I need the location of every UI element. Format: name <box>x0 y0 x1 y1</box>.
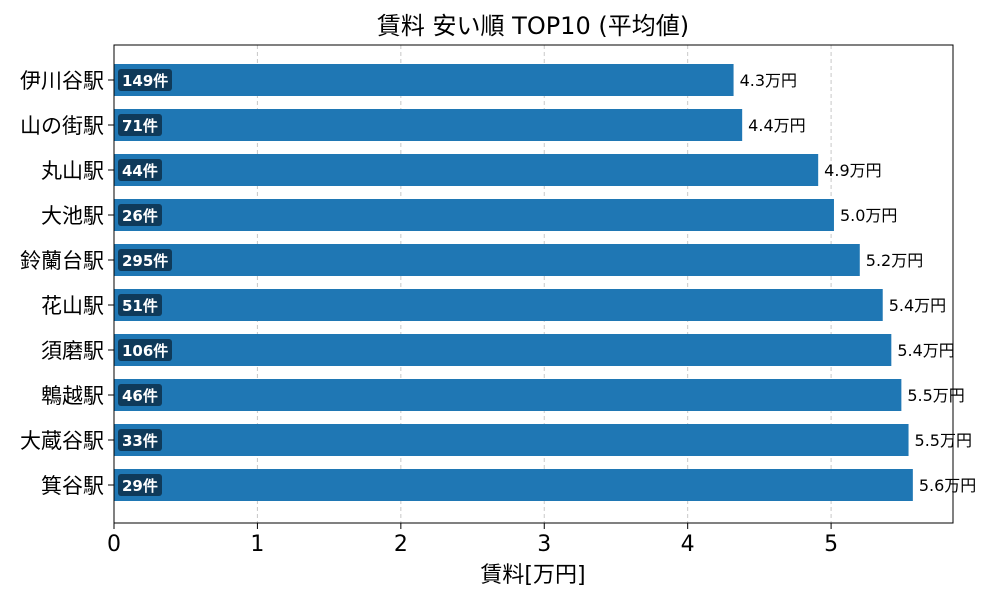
chart-title: 賃料 安い順 TOP10 (平均値) <box>377 12 689 40</box>
x-tick-label: 3 <box>537 532 551 557</box>
value-label: 4.9万円 <box>824 161 881 180</box>
count-label: 51件 <box>122 297 158 315</box>
bar <box>114 154 819 186</box>
count-label: 46件 <box>122 387 158 405</box>
bar <box>114 109 743 141</box>
bar <box>114 244 860 276</box>
value-label: 5.6万円 <box>919 476 976 495</box>
plot-frame <box>113 44 954 524</box>
y-tick-label: 箕谷駅 <box>41 474 104 498</box>
x-tick-label: 0 <box>107 532 121 557</box>
count-label: 149件 <box>122 72 168 90</box>
x-axis-label: 賃料[万円] <box>480 563 585 588</box>
y-tick-label: 丸山駅 <box>41 159 104 183</box>
y-tick-label: 大蔵谷駅 <box>20 429 104 453</box>
y-tick-label: 花山駅 <box>41 294 104 318</box>
count-badge <box>118 249 172 271</box>
x-tick-label: 1 <box>250 532 264 557</box>
bar <box>114 289 883 321</box>
count-badge <box>118 159 162 181</box>
bar <box>114 379 902 411</box>
x-tick-label: 5 <box>824 532 838 557</box>
y-tick-label: 山の街駅 <box>20 114 104 138</box>
count-label: 71件 <box>122 117 158 135</box>
y-tick-label: 伊川谷駅 <box>20 69 104 93</box>
count-label: 106件 <box>122 342 168 360</box>
count-label: 26件 <box>122 207 158 225</box>
value-label: 5.5万円 <box>915 431 972 450</box>
x-tick-label: 2 <box>394 532 408 557</box>
count-badge <box>118 384 162 406</box>
value-label: 4.4万円 <box>748 116 805 135</box>
count-label: 33件 <box>122 432 158 450</box>
y-tick-label: 須磨駅 <box>41 339 104 363</box>
x-axis: 0 1 2 3 4 5 <box>107 523 838 557</box>
count-badge <box>118 204 162 226</box>
count-badge <box>118 294 162 316</box>
value-label: 5.4万円 <box>889 296 946 315</box>
count-label: 295件 <box>122 252 168 270</box>
count-badge <box>118 69 172 91</box>
value-label: 5.4万円 <box>897 341 954 360</box>
bar <box>114 334 892 366</box>
count-badge <box>118 339 172 361</box>
count-badge <box>118 474 162 496</box>
bar <box>114 199 834 231</box>
bar <box>114 64 734 96</box>
value-label: 5.2万円 <box>866 251 923 270</box>
y-tick-label: 大池駅 <box>41 204 104 228</box>
count-label: 29件 <box>122 477 158 495</box>
count-label: 44件 <box>122 162 158 180</box>
count-badge <box>118 114 162 136</box>
y-tick-label: 鵯越駅 <box>41 384 104 408</box>
bars: 149件 4.3万円 71件 4.4万円 44件 4.9万円 26件 5.0万円 295件 5.2… <box>114 64 976 501</box>
value-label: 5.0万円 <box>840 206 897 225</box>
bar <box>114 424 909 456</box>
count-badge <box>118 429 162 451</box>
bar <box>114 469 913 501</box>
y-tick-label: 鈴蘭台駅 <box>20 249 104 273</box>
value-label: 4.3万円 <box>740 71 797 90</box>
x-tick-label: 4 <box>681 532 695 557</box>
value-label: 5.5万円 <box>907 386 964 405</box>
